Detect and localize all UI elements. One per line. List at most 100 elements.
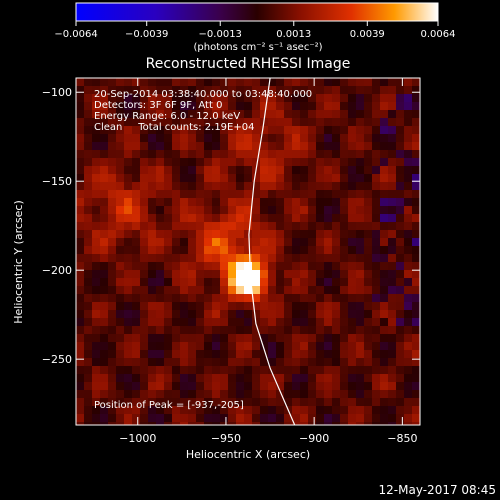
heatmap-cell — [228, 94, 236, 102]
heatmap-cell — [252, 382, 260, 390]
heatmap-cell — [100, 206, 108, 214]
heatmap-cell — [164, 254, 172, 262]
heatmap-cell — [412, 190, 420, 198]
heatmap-cell — [76, 310, 84, 318]
heatmap-cell — [148, 310, 156, 318]
heatmap-cell — [172, 278, 180, 286]
heatmap-cell — [148, 422, 156, 425]
heatmap-cell — [380, 374, 388, 382]
heatmap-cell — [204, 358, 212, 366]
heatmap-cell — [108, 374, 116, 382]
heatmap-cell — [132, 150, 140, 158]
annotation-detectors: Detectors: 3F 6F 9F, Att 0 — [94, 100, 222, 111]
heatmap-cell — [220, 358, 228, 366]
heatmap-cell — [412, 206, 420, 214]
heatmap-cell — [380, 134, 388, 142]
heatmap-cell — [308, 94, 316, 102]
heatmap-cell — [340, 238, 348, 246]
heatmap-cell — [204, 334, 212, 342]
heatmap-cell — [324, 342, 332, 350]
heatmap-cell — [284, 326, 292, 334]
heatmap-cell — [204, 286, 212, 294]
heatmap-cell — [196, 390, 204, 398]
heatmap-cell — [76, 214, 84, 222]
heatmap-cell — [236, 158, 244, 166]
heatmap-cell — [196, 238, 204, 246]
heatmap-cell — [188, 390, 196, 398]
heatmap-cell — [116, 310, 124, 318]
heatmap-cell — [180, 174, 188, 182]
heatmap-cell — [300, 222, 308, 230]
heatmap-cell — [204, 158, 212, 166]
heatmap-cell — [76, 358, 84, 366]
heatmap-cell — [412, 318, 420, 326]
heatmap-cell — [324, 238, 332, 246]
heatmap-cell — [204, 206, 212, 214]
heatmap-cell — [396, 350, 404, 358]
heatmap-cell — [348, 182, 356, 190]
heatmap-cell — [260, 422, 268, 425]
heatmap-cell — [252, 142, 260, 150]
heatmap-cell — [292, 198, 300, 206]
heatmap-cell — [356, 94, 364, 102]
heatmap-cell — [396, 254, 404, 262]
heatmap-cell — [172, 190, 180, 198]
heatmap-cell — [372, 246, 380, 254]
heatmap-cell — [148, 414, 156, 422]
heatmap-cell — [236, 110, 244, 118]
heatmap-cell — [236, 86, 244, 94]
heatmap-cell — [300, 158, 308, 166]
heatmap-cell — [244, 214, 252, 222]
heatmap-cell — [220, 182, 228, 190]
heatmap-cell — [164, 270, 172, 278]
heatmap-cell — [252, 390, 260, 398]
heatmap-cell — [268, 374, 276, 382]
heatmap-cell — [268, 206, 276, 214]
heatmap-cell — [316, 174, 324, 182]
heatmap-cell — [92, 134, 100, 142]
heatmap-cell — [188, 94, 196, 102]
heatmap-cell — [412, 94, 420, 102]
heatmap-cell — [84, 246, 92, 254]
heatmap-cell — [412, 278, 420, 286]
heatmap-cell — [212, 326, 220, 334]
heatmap-cell — [380, 262, 388, 270]
heatmap-cell — [364, 182, 372, 190]
heatmap-cell — [340, 398, 348, 406]
heatmap-cell — [348, 126, 356, 134]
heatmap-cell — [260, 286, 268, 294]
heatmap-cell — [92, 382, 100, 390]
heatmap-cell — [380, 358, 388, 366]
heatmap-cell — [204, 246, 212, 254]
heatmap-cell — [244, 382, 252, 390]
heatmap-cell — [260, 390, 268, 398]
heatmap-cell — [380, 238, 388, 246]
heatmap-cell — [84, 126, 92, 134]
heatmap-cell — [268, 94, 276, 102]
heatmap-cell — [316, 414, 324, 422]
heatmap-cell — [372, 102, 380, 110]
heatmap-cell — [116, 358, 124, 366]
heatmap-cell — [324, 414, 332, 422]
heatmap-cell — [188, 182, 196, 190]
heatmap-cell — [228, 422, 236, 425]
heatmap-cell — [156, 390, 164, 398]
heatmap-cell — [212, 382, 220, 390]
heatmap-cell — [404, 230, 412, 238]
heatmap-cell — [148, 302, 156, 310]
heatmap-cell — [116, 382, 124, 390]
heatmap-cell — [252, 102, 260, 110]
heatmap-cell — [76, 374, 84, 382]
heatmap-cell — [156, 254, 164, 262]
heatmap-cell — [228, 134, 236, 142]
heatmap-cell — [108, 286, 116, 294]
heatmap-cell — [412, 286, 420, 294]
heatmap-cell — [204, 166, 212, 174]
heatmap-cell — [252, 366, 260, 374]
heatmap-cell — [156, 198, 164, 206]
heatmap-cell — [212, 110, 220, 118]
heatmap-cell — [236, 286, 244, 294]
heatmap-cell — [404, 326, 412, 334]
heatmap-cell — [404, 294, 412, 302]
heatmap-cell — [348, 358, 356, 366]
